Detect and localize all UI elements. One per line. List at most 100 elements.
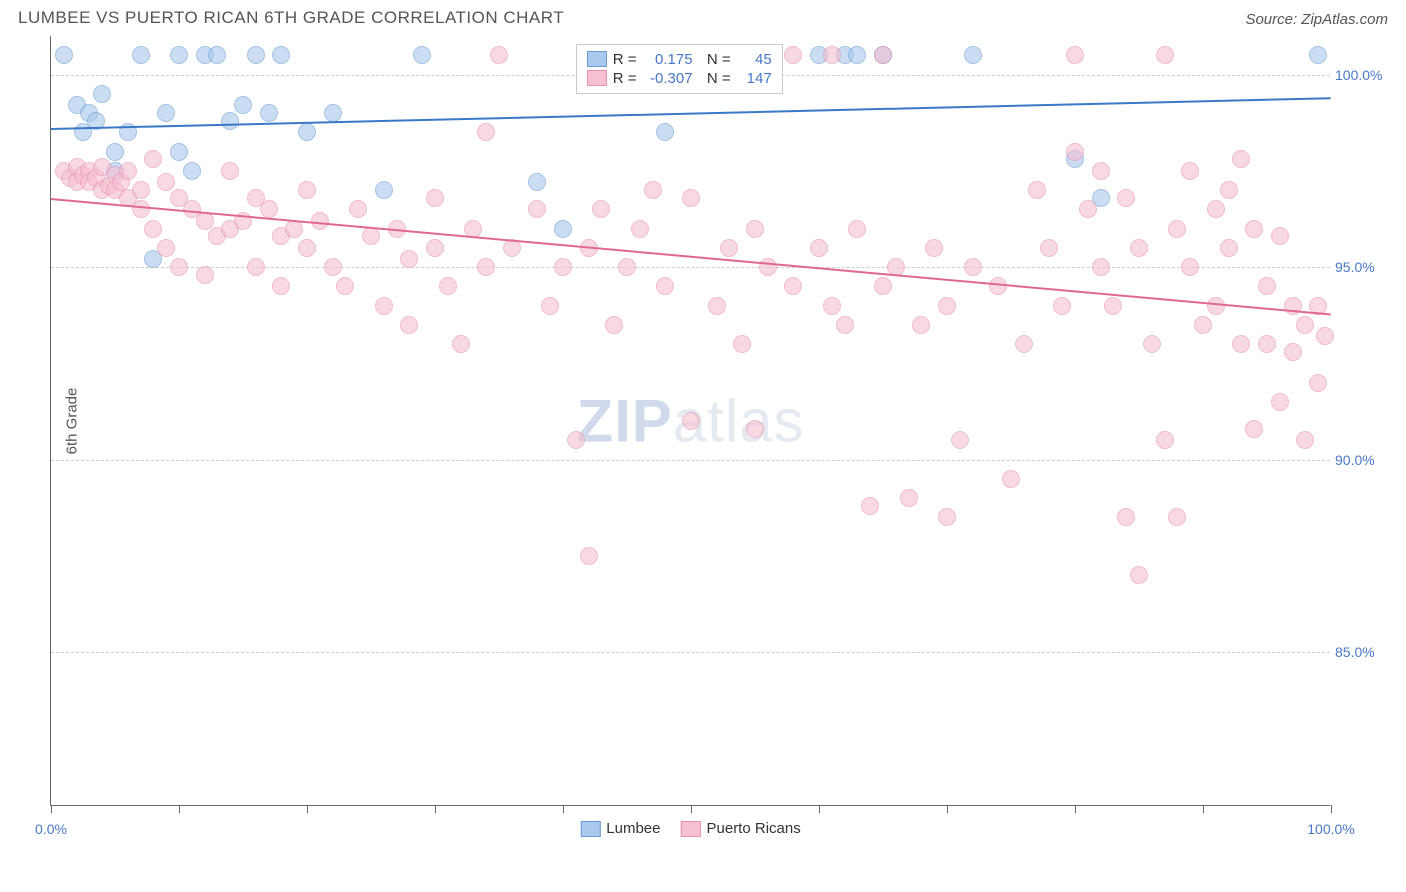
data-point	[375, 297, 393, 315]
data-point	[1284, 343, 1302, 361]
data-point	[528, 200, 546, 218]
data-point	[938, 508, 956, 526]
data-point	[1053, 297, 1071, 315]
stats-row: R =-0.307 N =147	[587, 70, 772, 87]
data-point	[733, 335, 751, 353]
data-point	[554, 220, 572, 238]
legend-swatch	[587, 51, 607, 67]
stats-row: R =0.175 N =45	[587, 51, 772, 68]
data-point	[1104, 297, 1122, 315]
data-point	[1220, 239, 1238, 257]
data-point	[746, 220, 764, 238]
data-point	[1296, 431, 1314, 449]
data-point	[221, 162, 239, 180]
chart-container: 6th Grade ZIPatlas 85.0%90.0%95.0%100.0%…	[50, 36, 1386, 806]
x-tick	[1075, 805, 1076, 813]
legend-swatch	[681, 821, 701, 837]
data-point	[247, 258, 265, 276]
x-tick	[179, 805, 180, 813]
data-point	[336, 277, 354, 295]
data-point	[1271, 227, 1289, 245]
data-point	[234, 96, 252, 114]
data-point	[1309, 374, 1327, 392]
data-point	[1130, 566, 1148, 584]
stats-r-label: R =	[613, 51, 637, 68]
data-point	[874, 46, 892, 64]
data-point	[1028, 181, 1046, 199]
data-point	[157, 239, 175, 257]
data-point	[1258, 335, 1276, 353]
data-point	[170, 46, 188, 64]
chart-header: LUMBEE VS PUERTO RICAN 6TH GRADE CORRELA…	[0, 0, 1406, 34]
data-point	[964, 46, 982, 64]
data-point	[874, 277, 892, 295]
data-point	[221, 112, 239, 130]
data-point	[183, 162, 201, 180]
x-tick	[691, 805, 692, 813]
data-point	[631, 220, 649, 238]
data-point	[490, 46, 508, 64]
x-tick	[1203, 805, 1204, 813]
data-point	[144, 220, 162, 238]
data-point	[1117, 189, 1135, 207]
data-point	[759, 258, 777, 276]
data-point	[1156, 46, 1174, 64]
data-point	[554, 258, 572, 276]
data-point	[823, 297, 841, 315]
data-point	[1232, 335, 1250, 353]
data-point	[836, 316, 854, 334]
data-point	[324, 104, 342, 122]
x-tick	[1331, 805, 1332, 813]
legend-label: Puerto Ricans	[707, 820, 801, 837]
grid-line	[51, 267, 1330, 268]
data-point	[196, 266, 214, 284]
data-point	[170, 258, 188, 276]
data-point	[119, 162, 137, 180]
data-point	[925, 239, 943, 257]
data-point	[964, 258, 982, 276]
data-point	[400, 316, 418, 334]
data-point	[298, 123, 316, 141]
x-tick-label: 0.0%	[35, 821, 67, 837]
data-point	[1316, 327, 1334, 345]
data-point	[362, 227, 380, 245]
data-point	[106, 143, 124, 161]
data-point	[567, 431, 585, 449]
data-point	[439, 277, 457, 295]
data-point	[170, 143, 188, 161]
data-point	[413, 46, 431, 64]
data-point	[989, 277, 1007, 295]
data-point	[1245, 220, 1263, 238]
data-point	[426, 239, 444, 257]
data-point	[426, 189, 444, 207]
data-point	[1066, 143, 1084, 161]
data-point	[1207, 200, 1225, 218]
data-point	[477, 123, 495, 141]
data-point	[656, 277, 674, 295]
data-point	[592, 200, 610, 218]
data-point	[477, 258, 495, 276]
y-tick-label: 95.0%	[1335, 259, 1385, 275]
data-point	[784, 277, 802, 295]
data-point	[272, 46, 290, 64]
data-point	[708, 297, 726, 315]
data-point	[1079, 200, 1097, 218]
data-point	[848, 46, 866, 64]
x-tick	[51, 805, 52, 813]
data-point	[541, 297, 559, 315]
data-point	[55, 46, 73, 64]
data-point	[810, 239, 828, 257]
legend: LumbeePuerto Ricans	[580, 820, 800, 837]
data-point	[528, 173, 546, 191]
data-point	[682, 189, 700, 207]
stats-r-value: 0.175	[643, 51, 693, 68]
data-point	[1040, 239, 1058, 257]
data-point	[1117, 508, 1135, 526]
data-point	[1092, 258, 1110, 276]
data-point	[298, 181, 316, 199]
stats-r-value: -0.307	[643, 70, 693, 87]
source-label: Source: ZipAtlas.com	[1245, 11, 1388, 28]
x-tick-label: 100.0%	[1307, 821, 1354, 837]
data-point	[1092, 162, 1110, 180]
data-point	[656, 123, 674, 141]
